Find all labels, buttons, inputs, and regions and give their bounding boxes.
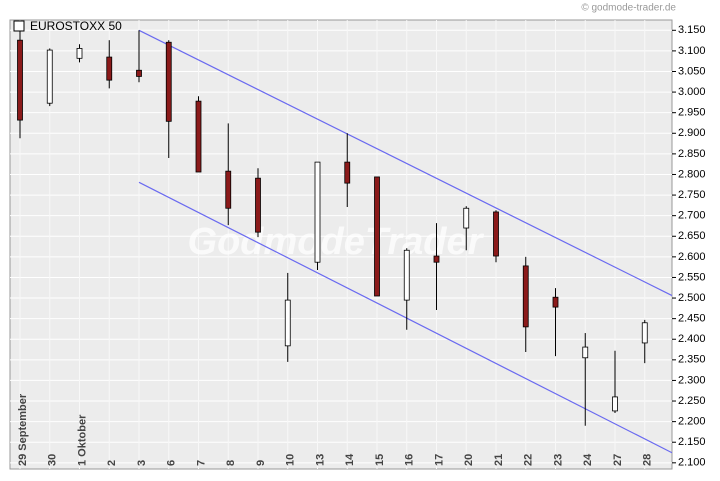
y-tick-label: 2.100	[678, 457, 706, 469]
x-tick-label: 28	[642, 454, 654, 466]
y-tick-label: 2.800	[678, 168, 706, 180]
trend-lines	[138, 29, 672, 454]
watermark: GodmodeTrader	[188, 221, 485, 263]
candles	[17, 30, 648, 426]
x-tick-label: 30	[47, 454, 59, 466]
x-tick-label: 21	[493, 454, 505, 466]
plot-area	[9, 19, 673, 470]
x-tick-label: 17	[433, 454, 445, 466]
x-tick-label: 20	[463, 454, 475, 466]
x-tick-label: 13	[314, 454, 326, 466]
y-tick-label: 2.250	[678, 395, 706, 407]
y-tick-label: 2.750	[678, 189, 706, 201]
candle-body	[17, 39, 23, 121]
trend-line	[138, 181, 672, 454]
y-tick-label: 2.850	[678, 148, 706, 160]
x-tick-label: 10	[285, 454, 297, 466]
candle-body	[195, 100, 202, 173]
x-tick-label: 6	[166, 460, 178, 466]
candle-body	[106, 56, 113, 81]
x-tick-label: 1 Oktober	[76, 414, 88, 466]
candle-body	[314, 161, 321, 263]
y-tick-label: 2.600	[678, 251, 706, 263]
x-tick-label: 29 September	[17, 393, 29, 466]
chart-title: EUROSTOXX 50	[30, 19, 122, 33]
candle-body	[136, 69, 142, 77]
y-tick-label: 2.150	[678, 436, 706, 448]
y-tick-label: 2.200	[678, 416, 706, 428]
candle-body	[255, 177, 261, 233]
source: © godmode-trader.de	[581, 3, 676, 14]
y-tick-label: 2.300	[678, 374, 706, 386]
candle-body	[403, 249, 410, 301]
x-tick-label: 7	[195, 460, 207, 466]
candle-body	[582, 346, 589, 359]
y-tick-label: 2.700	[678, 210, 706, 222]
y-tick-label: 2.400	[678, 333, 706, 345]
y-tick-label: 3.100	[678, 45, 706, 57]
x-tick-label: 27	[612, 454, 624, 466]
candle-body	[641, 322, 648, 344]
x-tick-label: 9	[255, 460, 267, 466]
x-tick-label: 15	[374, 454, 386, 466]
candle-body	[433, 255, 440, 263]
y-tick-label: 3.150	[678, 24, 706, 36]
candle-body	[612, 396, 618, 412]
candle-body	[463, 207, 470, 229]
y-tick-label: 3.050	[678, 65, 706, 77]
y-tick-label: 2.900	[678, 127, 706, 139]
y-tick-label: 2.500	[678, 292, 706, 304]
candle-body	[493, 211, 499, 257]
candle-body	[344, 161, 351, 184]
candle-body	[284, 299, 291, 347]
x-tick-label: 16	[404, 454, 416, 466]
candle-body	[76, 48, 83, 59]
candle-body	[522, 265, 529, 328]
candle-body	[552, 296, 559, 308]
x-tick-label: 23	[552, 454, 564, 466]
title-icon	[13, 20, 25, 32]
y-tick-label: 2.350	[678, 354, 706, 366]
x-tick-label: 24	[582, 453, 594, 466]
x-tick-label: 2	[106, 460, 118, 466]
x-tick-label: 8	[225, 460, 237, 466]
y-tick-label: 2.550	[678, 271, 706, 283]
trend-line	[138, 29, 672, 297]
candle-body	[165, 41, 172, 122]
candle-body	[374, 176, 380, 297]
x-tick-label: 22	[523, 454, 535, 466]
x-tick-label: 3	[136, 460, 148, 466]
candle-body	[46, 49, 53, 104]
candle-body	[225, 170, 232, 209]
x-tick-label: 14	[344, 453, 356, 466]
y-tick-label: 3.000	[678, 86, 706, 98]
y-tick-label: 2.950	[678, 107, 706, 119]
y-tick-label: 2.450	[678, 313, 706, 325]
y-tick-label: 2.650	[678, 230, 706, 242]
